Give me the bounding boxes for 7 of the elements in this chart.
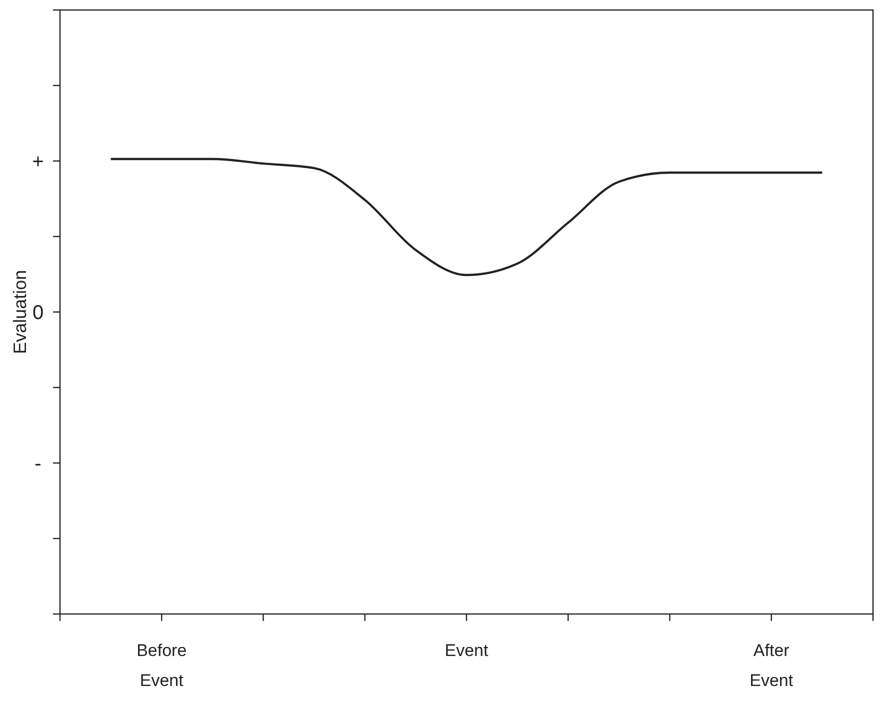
- text: -: [34, 453, 42, 475]
- text: 0: [32, 302, 44, 324]
- x-tick-label: After Event: [750, 641, 794, 690]
- x-tick-label: Event: [444, 641, 489, 660]
- text: +: [32, 151, 44, 173]
- x-tick-label: Before Event: [136, 641, 187, 690]
- y-axis-title: Evaluation: [10, 270, 30, 354]
